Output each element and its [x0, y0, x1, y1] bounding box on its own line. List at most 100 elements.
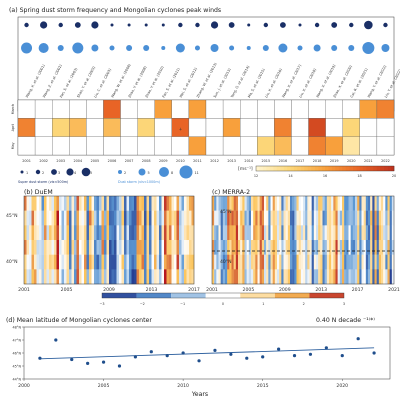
anomaly-cell [149, 225, 152, 241]
anomaly-cell [389, 240, 393, 255]
anomaly-cell [376, 210, 380, 226]
anomaly-cell [389, 254, 393, 270]
anomaly-cell [311, 210, 315, 226]
anomaly-cell [313, 269, 317, 285]
latitude-point [70, 357, 74, 362]
anomaly-cell [156, 196, 160, 211]
anomaly-cell [307, 254, 310, 270]
anomaly-cell [31, 269, 35, 285]
anomaly-cell [344, 269, 347, 285]
anomaly-cell [339, 269, 343, 285]
anomaly-cell [350, 240, 354, 255]
super-dust-legend-dot [35, 169, 41, 175]
dust-storm-dots [21, 42, 390, 54]
anomaly-cell [26, 269, 30, 285]
anomaly-cell [281, 240, 284, 255]
anomaly-cell [29, 196, 32, 211]
anomaly-cell [161, 225, 165, 241]
anomaly-cell [259, 225, 263, 241]
anomaly-cell [59, 196, 62, 211]
heatmap-cell [52, 99, 70, 119]
anomaly-cell [322, 225, 325, 241]
anomaly-cell [355, 254, 358, 270]
panel-d-xtick-label: 2015 [257, 383, 269, 389]
anomaly-cell [246, 196, 250, 211]
mean-latitude-plot: 44°N 45°N 46°N 47°N 48°N 2000 2005 2010 2015 2020 [12, 326, 376, 389]
anomaly-cell [174, 240, 177, 255]
anomaly-colorbar-segment [240, 293, 275, 298]
anomaly-cell [36, 196, 40, 211]
anomaly-cell [69, 240, 72, 255]
wind-colorbar-segment [266, 166, 271, 171]
anomaly-cell [159, 269, 162, 285]
anomaly-cell [272, 269, 276, 285]
anomaly-cell [279, 269, 282, 285]
anomaly-cell [104, 225, 107, 241]
anomaly-cell [91, 210, 95, 226]
anomaly-cell [141, 240, 145, 255]
anomaly-cell [253, 240, 256, 255]
anomaly-cell [212, 269, 215, 285]
anomaly-cell [225, 225, 228, 241]
anomaly-cell [272, 210, 276, 226]
anomaly-cell [89, 240, 92, 255]
anomaly-cell [26, 240, 30, 255]
anomaly-cell [64, 269, 67, 285]
anomaly-cell [109, 196, 112, 211]
anomaly-cell [86, 240, 90, 255]
anomaly-cell [376, 196, 380, 211]
anomaly-cell [39, 196, 42, 211]
anomaly-cell [24, 254, 27, 270]
anomaly-cell [144, 196, 147, 211]
anomaly-cell [259, 254, 263, 270]
dust-storm-dot [313, 44, 321, 52]
dust-storm-dot [246, 46, 251, 50]
panel-c-ylabel-45: 45°N [220, 209, 232, 215]
anomaly-cell [76, 210, 80, 226]
anomaly-cell [337, 254, 341, 270]
anomaly-cell [307, 240, 310, 255]
anomaly-cell [216, 210, 219, 226]
anomaly-cell [246, 240, 250, 255]
anomaly-cell [378, 240, 382, 255]
anomaly-cell [292, 210, 295, 226]
anomaly-cell [56, 196, 60, 211]
anomaly-cell [169, 210, 172, 226]
anomaly-cell [361, 196, 364, 211]
anomaly-cell [359, 210, 362, 226]
anomaly-cell [222, 240, 226, 255]
anomaly-cell [31, 254, 35, 270]
year-label: 2018 [313, 159, 322, 163]
anomaly-cell [264, 196, 267, 211]
anomaly-cell [361, 210, 364, 226]
anomaly-cell [385, 254, 388, 270]
anomaly-cell [370, 210, 373, 226]
anomaly-cell [216, 269, 219, 285]
anomaly-cell [149, 269, 152, 285]
anomaly-cell [86, 269, 90, 285]
anomaly-cell [318, 225, 321, 241]
anomaly-cell [111, 269, 115, 285]
anomaly-cell [101, 210, 105, 226]
anomaly-cell [342, 240, 345, 255]
anomaly-cell [283, 225, 286, 241]
heatmap-cell [274, 99, 292, 119]
anomaly-cell [331, 210, 334, 226]
anomaly-cell [391, 225, 395, 241]
anomaly-cell [161, 269, 165, 285]
dust-storm-dot [126, 45, 133, 51]
anomaly-cell [257, 254, 260, 270]
anomaly-cell [387, 225, 390, 241]
year-label: 2019 [330, 159, 339, 163]
anomaly-cell [357, 196, 360, 211]
anomaly-cell [244, 210, 247, 226]
heatmap-cell [240, 136, 258, 156]
anomaly-cell [69, 254, 72, 270]
latitude-point [213, 348, 217, 352]
anomaly-cell [387, 269, 390, 285]
panel-b-title: (b) DuEM [24, 189, 53, 196]
anomaly-cell [363, 254, 367, 270]
wind-colorbar-segment [321, 166, 326, 171]
super-dust-dot [247, 23, 251, 27]
anomaly-cell [300, 269, 304, 285]
